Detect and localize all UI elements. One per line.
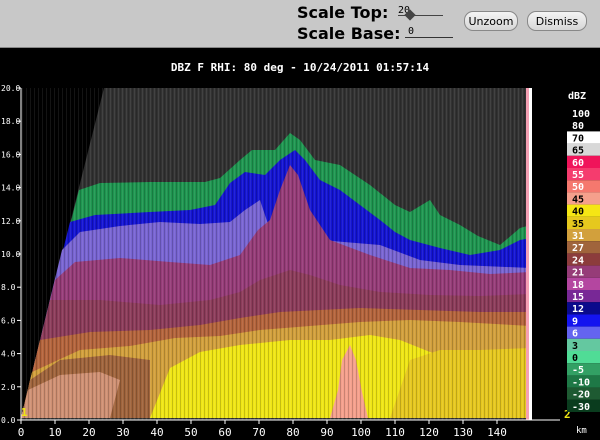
- y-tick-label: 12.0: [1, 217, 20, 226]
- legend-swatch: [567, 119, 600, 132]
- x-tick-label: 0: [18, 426, 25, 439]
- y-tick-label: 8.0: [1, 283, 16, 292]
- x-axis-ticks: 0 10 20 30 40 50 60 70 80 90 100 110 120 130 140: [18, 420, 507, 439]
- dismiss-button[interactable]: Dismiss: [527, 11, 587, 31]
- legend-swatch: [567, 155, 600, 168]
- legend-swatch: [567, 314, 600, 327]
- scale-base-field[interactable]: [405, 37, 453, 38]
- x-tick-label: 80: [286, 426, 299, 439]
- legend-swatch: [567, 326, 600, 339]
- legend-label: 0: [572, 353, 578, 364]
- legend-swatch: [567, 253, 600, 266]
- legend-swatch: [567, 375, 600, 388]
- unzoom-button[interactable]: Unzoom: [464, 11, 518, 31]
- scale-top-value: 20: [398, 5, 411, 16]
- x-tick-label: 130: [453, 426, 473, 439]
- scale-base-value[interactable]: 0: [408, 26, 415, 37]
- legend-swatch: [567, 399, 600, 412]
- x-axis-unit: km: [576, 426, 587, 436]
- scale-base-label: Scale Base:: [297, 24, 401, 43]
- marker-left: 1: [21, 406, 28, 419]
- legend-label: 18: [572, 280, 584, 291]
- legend-label: 15: [572, 292, 584, 303]
- legend-label: -30: [572, 402, 590, 413]
- legend-swatch: [567, 168, 600, 181]
- legend-label: -5: [572, 365, 584, 376]
- legend-swatch: [567, 107, 600, 120]
- y-tick-label: 18.0: [1, 117, 20, 126]
- edge-stripe-white: [529, 88, 532, 420]
- scale-top-label: Scale Top:: [297, 3, 389, 22]
- legend-swatch: [567, 229, 600, 242]
- x-tick-label: 50: [184, 426, 197, 439]
- y-tick-label: 6.0: [1, 316, 16, 325]
- x-tick-label: 110: [385, 426, 405, 439]
- streak-texture: [21, 88, 531, 420]
- x-tick-label: 10: [48, 426, 61, 439]
- legend-label: 40: [572, 207, 584, 218]
- y-axis-ticks: 0.0 2.0 4.0 6.0 8.0 10.0 12.0 14.0 16.0 18.0 20.0: [1, 84, 21, 425]
- legend-label: 50: [572, 182, 584, 193]
- legend-label: 6: [572, 329, 578, 340]
- legend-swatch: [567, 192, 600, 205]
- legend-swatch: [567, 363, 600, 376]
- legend-swatch: [567, 351, 600, 364]
- legend-label: 55: [572, 170, 584, 181]
- x-tick-label: 100: [351, 426, 371, 439]
- y-tick-label: 16.0: [1, 150, 20, 159]
- y-tick-label: 20.0: [1, 84, 20, 93]
- x-tick-label: 40: [150, 426, 163, 439]
- x-tick-label: 70: [252, 426, 265, 439]
- legend-label: 65: [572, 146, 584, 157]
- x-tick-label: 140: [487, 426, 507, 439]
- y-tick-label: 0.0: [1, 416, 16, 425]
- legend-label: 3: [572, 341, 578, 352]
- legend-label: 12: [572, 304, 584, 315]
- y-tick-label: 2.0: [1, 383, 16, 392]
- y-tick-label: 10.0: [1, 250, 20, 259]
- legend-swatch: [567, 290, 600, 303]
- radar-echo: [21, 88, 531, 420]
- legend-label: 24: [572, 255, 584, 266]
- legend-label: 80: [572, 121, 584, 132]
- legend-label: 100: [572, 109, 590, 120]
- legend-swatch: [567, 143, 600, 156]
- x-tick-label: 20: [82, 426, 95, 439]
- x-tick-label: 60: [218, 426, 231, 439]
- marker-right: 2: [564, 408, 571, 421]
- legend-swatch: [567, 302, 600, 315]
- legend-swatch: [567, 265, 600, 278]
- plot-title: DBZ F RHI: 80 deg - 10/24/2011 01:57:14: [170, 61, 430, 74]
- legend-swatch: [567, 131, 600, 144]
- scale-top-slider-track[interactable]: [398, 15, 443, 16]
- legend-label: 27: [572, 243, 584, 254]
- edge-stripe: [526, 88, 529, 420]
- y-tick-label: 14.0: [1, 184, 20, 193]
- legend-label: 70: [572, 133, 584, 144]
- toolbar: Scale Top: 20 Scale Base: 0 Unzoom Dismi…: [0, 0, 600, 48]
- legend-swatch: [567, 338, 600, 351]
- legend-swatch: [567, 216, 600, 229]
- legend-swatch: [567, 180, 600, 193]
- legend-label: -20: [572, 390, 590, 401]
- legend-label: 35: [572, 219, 584, 230]
- color-legend: 100807065605550454035312724211815129630-…: [567, 107, 600, 413]
- legend-swatch: [567, 241, 600, 254]
- legend-swatch: [567, 204, 600, 217]
- x-tick-label: 30: [116, 426, 129, 439]
- legend-swatch: [567, 387, 600, 400]
- y-tick-label: 4.0: [1, 350, 16, 359]
- legend-label: 60: [572, 158, 584, 169]
- legend-label: 45: [572, 194, 584, 205]
- legend-swatch: [567, 277, 600, 290]
- x-tick-label: 120: [419, 426, 439, 439]
- legend-label: 31: [572, 231, 584, 242]
- legend-label: 9: [572, 316, 578, 327]
- x-tick-label: 90: [320, 426, 333, 439]
- legend-label: -10: [572, 377, 590, 388]
- legend-unit: dBZ: [568, 91, 586, 102]
- legend-label: 21: [572, 268, 584, 279]
